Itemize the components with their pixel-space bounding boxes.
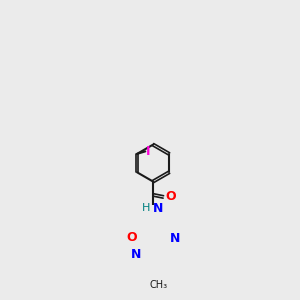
Text: N: N (153, 202, 164, 215)
Text: N: N (131, 248, 141, 261)
Text: H: H (142, 203, 150, 213)
Text: O: O (165, 190, 176, 203)
Text: N: N (169, 232, 180, 245)
Text: O: O (126, 231, 137, 244)
Text: CH₃: CH₃ (150, 280, 168, 290)
Text: I: I (146, 145, 151, 158)
